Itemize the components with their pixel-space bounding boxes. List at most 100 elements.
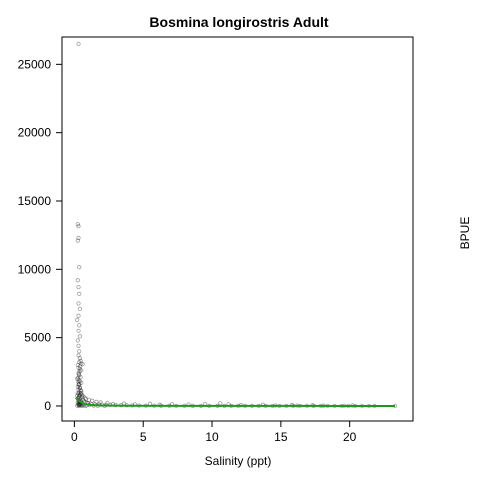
data-point-34 bbox=[77, 379, 82, 384]
data-point-10 bbox=[77, 306, 82, 312]
data-point-4 bbox=[75, 238, 80, 243]
chart-title: Bosmina longirostris Adult bbox=[149, 14, 328, 30]
data-point-164 bbox=[78, 364, 83, 369]
x-axis-label: Salinity (ppt) bbox=[205, 454, 272, 468]
data-point-21 bbox=[78, 358, 83, 363]
data-point-0 bbox=[76, 41, 81, 46]
data-point-54 bbox=[76, 398, 81, 403]
data-point-145 bbox=[121, 401, 127, 406]
data-point-7 bbox=[76, 284, 81, 290]
data-point-156 bbox=[79, 390, 84, 396]
data-point-153 bbox=[82, 395, 87, 400]
y-axis: 0 5000 10000 15000 20000 25000 bbox=[18, 57, 62, 413]
data-point-154 bbox=[81, 394, 86, 399]
data-point-28 bbox=[79, 368, 84, 373]
y-tick-label-5: 25000 bbox=[18, 57, 52, 71]
plot-frame bbox=[61, 36, 414, 422]
data-point-6 bbox=[75, 278, 80, 283]
data-point-47 bbox=[75, 393, 80, 398]
data-point-53 bbox=[80, 397, 85, 402]
data-point-44 bbox=[78, 391, 83, 396]
data-point-77 bbox=[77, 402, 82, 408]
data-point-158 bbox=[77, 385, 82, 390]
data-point-36 bbox=[76, 381, 81, 387]
data-point-40 bbox=[76, 387, 81, 392]
data-point-35 bbox=[79, 380, 84, 385]
data-point-14 bbox=[76, 328, 81, 333]
data-point-96 bbox=[77, 403, 82, 408]
data-point-3 bbox=[76, 235, 81, 240]
data-point-5 bbox=[77, 265, 82, 270]
data-point-26 bbox=[76, 365, 81, 370]
data-point-45 bbox=[76, 392, 81, 397]
x-tick-label-3: 15 bbox=[274, 430, 288, 444]
data-point-160 bbox=[76, 379, 81, 385]
data-point-13 bbox=[77, 323, 82, 328]
data-point-32 bbox=[75, 376, 80, 381]
data-point-30 bbox=[77, 373, 82, 378]
data-point-16 bbox=[75, 338, 80, 343]
data-point-49 bbox=[79, 394, 85, 400]
data-point-25 bbox=[75, 362, 80, 368]
y-axis-label: BPUE bbox=[458, 217, 472, 250]
fit-line bbox=[75, 397, 396, 407]
data-point-19 bbox=[76, 353, 81, 358]
data-point-37 bbox=[77, 383, 82, 388]
y-tick-label-2: 10000 bbox=[18, 262, 52, 276]
data-point-8 bbox=[77, 291, 82, 297]
data-point-17 bbox=[76, 343, 81, 348]
data-point-159 bbox=[77, 381, 82, 387]
data-point-152 bbox=[83, 396, 89, 401]
data-point-73 bbox=[76, 402, 81, 407]
data-point-163 bbox=[77, 369, 82, 374]
data-point-23 bbox=[80, 362, 85, 367]
data-point-104 bbox=[218, 401, 223, 406]
data-point-61 bbox=[75, 400, 80, 405]
data-point-162 bbox=[76, 371, 81, 376]
data-point-41 bbox=[79, 388, 84, 394]
fit-layer bbox=[75, 397, 396, 407]
data-point-42 bbox=[77, 390, 82, 395]
data-point-55 bbox=[77, 398, 82, 403]
data-point-89 bbox=[75, 403, 80, 408]
data-point-157 bbox=[78, 388, 83, 393]
data-point-2 bbox=[76, 224, 81, 229]
data-point-38 bbox=[75, 384, 80, 389]
data-point-24 bbox=[77, 360, 82, 365]
data-point-9 bbox=[76, 301, 81, 306]
data-point-161 bbox=[76, 375, 81, 381]
data-point-155 bbox=[79, 392, 85, 398]
data-point-150 bbox=[90, 398, 95, 403]
y-tick-label-0: 0 bbox=[44, 399, 51, 413]
data-point-22 bbox=[79, 361, 84, 366]
data-point-1 bbox=[75, 222, 80, 227]
x-tick-label-0: 0 bbox=[71, 430, 78, 444]
data-point-85 bbox=[79, 403, 84, 408]
data-point-39 bbox=[77, 386, 82, 391]
data-point-68 bbox=[76, 402, 81, 407]
data-point-15 bbox=[77, 334, 82, 339]
data-point-151 bbox=[86, 397, 91, 402]
data-point-46 bbox=[77, 392, 82, 398]
y-tick-label-3: 15000 bbox=[18, 194, 52, 208]
data-point-12 bbox=[75, 317, 80, 322]
data-point-149 bbox=[94, 399, 99, 404]
x-tick-label-2: 10 bbox=[205, 430, 219, 444]
data-point-20 bbox=[77, 356, 82, 361]
data-point-48 bbox=[77, 394, 82, 399]
x-tick-label-4: 20 bbox=[343, 430, 357, 444]
y-tick-label-1: 5000 bbox=[24, 331, 51, 345]
data-point-33 bbox=[76, 377, 81, 383]
data-point-18 bbox=[77, 349, 82, 354]
data-point-31 bbox=[78, 375, 83, 380]
data-point-148 bbox=[98, 400, 103, 405]
data-point-43 bbox=[75, 390, 80, 396]
data-point-81 bbox=[76, 403, 81, 408]
x-axis: 0 5 10 15 20 bbox=[71, 421, 357, 444]
y-tick-label-4: 20000 bbox=[18, 126, 52, 140]
data-point-11 bbox=[76, 313, 81, 318]
x-tick-label-1: 5 bbox=[140, 430, 147, 444]
data-point-29 bbox=[76, 371, 81, 376]
points-layer bbox=[75, 41, 398, 409]
data-point-27 bbox=[77, 366, 82, 372]
